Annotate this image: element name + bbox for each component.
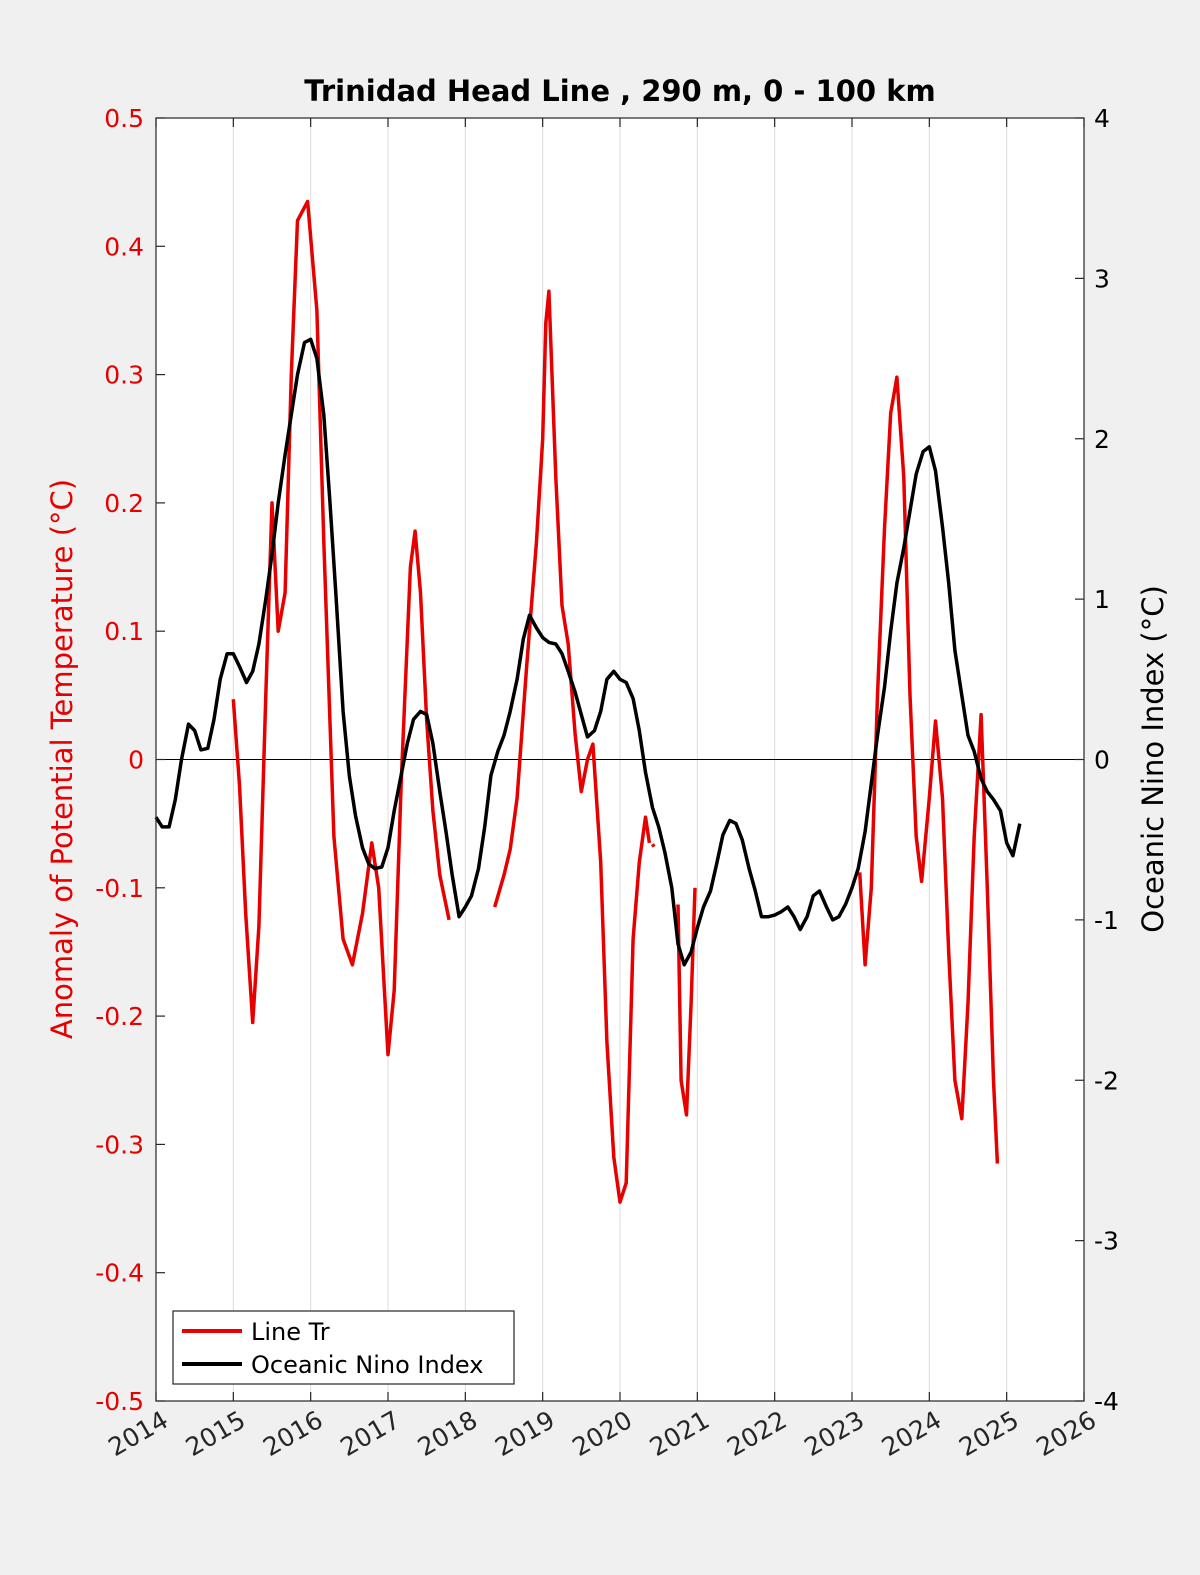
legend-label-oni: Oceanic Nino Index bbox=[251, 1351, 483, 1379]
x-tick-label: 2024 bbox=[877, 1405, 947, 1462]
y-right-tick-label: -4 bbox=[1094, 1387, 1119, 1416]
y-left-tick-label: 0.2 bbox=[104, 489, 144, 518]
x-tick-label: 2021 bbox=[645, 1405, 715, 1462]
y-right-tick-label: 0 bbox=[1094, 746, 1110, 775]
y-right-tick-label: -1 bbox=[1094, 906, 1119, 935]
y-left-tick-label: 0.3 bbox=[104, 361, 144, 390]
line-tr-series-segment bbox=[231, 199, 451, 1057]
oni-series-segment bbox=[154, 337, 1022, 967]
line-tr-series-segment bbox=[650, 843, 656, 848]
series-layer bbox=[154, 199, 1022, 1204]
x-tick-label: 2019 bbox=[490, 1405, 560, 1462]
x-tick-label: 2025 bbox=[954, 1405, 1024, 1462]
y-axis-right-label: Oceanic Nino Index (°C) bbox=[1136, 585, 1170, 933]
y-right-tick-label: 4 bbox=[1094, 104, 1110, 133]
x-tick-label: 2020 bbox=[567, 1405, 637, 1462]
y-right-tick-label: 2 bbox=[1094, 425, 1110, 454]
y-right-tick-label: 1 bbox=[1094, 585, 1110, 614]
y-right-tick-label: -3 bbox=[1094, 1227, 1119, 1256]
y-left-tick-label: 0.1 bbox=[104, 617, 144, 646]
x-tick-label: 2023 bbox=[799, 1405, 869, 1462]
y-left-tick-label: -0.1 bbox=[95, 874, 144, 903]
line-tr-series-segment bbox=[857, 375, 1000, 1164]
y-left-tick-label: 0 bbox=[128, 746, 144, 775]
x-tick-label: 2018 bbox=[413, 1405, 483, 1462]
x-tick-label: 2026 bbox=[1031, 1405, 1101, 1462]
x-tick-label: 2016 bbox=[258, 1405, 328, 1462]
line-tr-series-segment bbox=[676, 887, 697, 1117]
chart-title: Trinidad Head Line , 290 m, 0 - 100 km bbox=[304, 74, 935, 108]
y-left-tick-label: -0.2 bbox=[95, 1002, 144, 1031]
y-left-tick-label: -0.4 bbox=[95, 1259, 144, 1288]
legend-label-line-tr: Line Tr bbox=[251, 1318, 330, 1346]
legend: Line Tr Oceanic Nino Index bbox=[172, 1310, 515, 1385]
y-left-tick-label: 0.4 bbox=[104, 232, 144, 261]
legend-box bbox=[172, 1310, 515, 1385]
y-left-tick-label: -0.5 bbox=[95, 1387, 144, 1416]
y-right-tick-label: 3 bbox=[1094, 264, 1110, 293]
line-tr-series-segment bbox=[493, 289, 652, 1204]
x-tick-label: 2017 bbox=[335, 1405, 405, 1462]
y-axis-left-label: Anomaly of Potential Temperature (°C) bbox=[45, 479, 79, 1039]
y-left-tick-label: 0.5 bbox=[104, 104, 144, 133]
x-tick-label: 2022 bbox=[722, 1405, 792, 1462]
x-tick-label: 2015 bbox=[181, 1405, 251, 1462]
y-left-tick-label: -0.3 bbox=[95, 1130, 144, 1159]
y-right-tick-label: -2 bbox=[1094, 1066, 1119, 1095]
